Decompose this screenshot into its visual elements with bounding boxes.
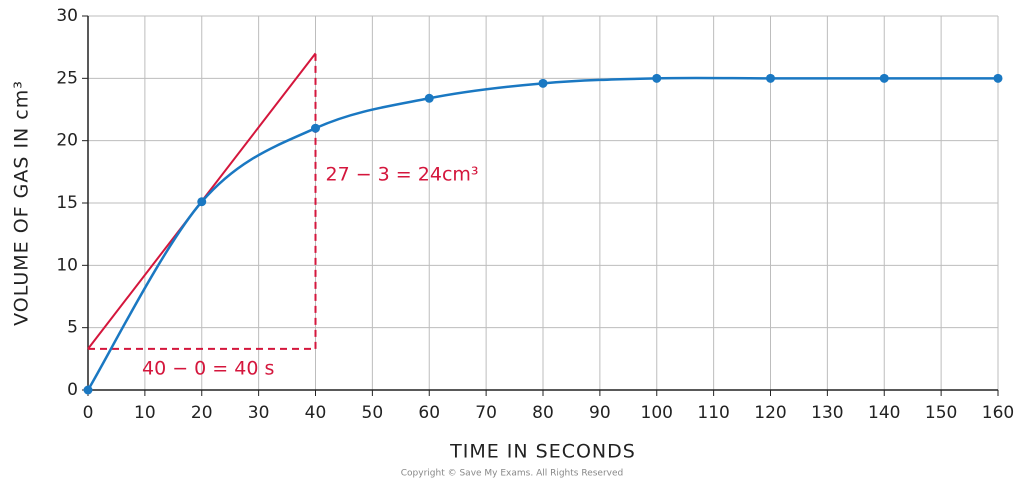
x-tick-label: 30	[248, 403, 270, 423]
data-point	[538, 78, 548, 88]
x-tick-label: 40	[305, 403, 327, 423]
x-tick-label: 0	[83, 403, 94, 423]
x-tick-label: 130	[811, 403, 843, 423]
y-tick-label: 0	[67, 380, 78, 400]
y-tick-label: 30	[56, 6, 78, 26]
data-point	[311, 123, 320, 133]
x-tick-label: 100	[641, 403, 673, 423]
y-tick-label: 5	[67, 318, 78, 338]
x-axis-title: TIME IN SECONDS	[449, 441, 636, 463]
x-tick-label: 20	[191, 403, 213, 423]
annotation: 40 − 0 = 40 s	[142, 358, 274, 380]
data-point	[424, 93, 434, 103]
data-point	[879, 73, 889, 83]
x-tick-label: 50	[362, 403, 384, 423]
data-point	[993, 73, 1003, 83]
x-tick-label: 80	[532, 403, 554, 423]
data-point	[197, 197, 207, 207]
y-axis-title: VOLUME OF GAS IN cm³	[11, 80, 33, 326]
data-point	[83, 385, 93, 395]
x-tick-label: 150	[925, 403, 957, 423]
annotation: 27 − 3 = 24cm³	[326, 164, 479, 186]
y-tick-label: 15	[56, 193, 78, 213]
x-tick-label: 120	[754, 403, 786, 423]
x-tick-label: 60	[418, 403, 440, 423]
data-point	[652, 73, 662, 83]
y-tick-label: 20	[56, 131, 78, 151]
y-tick-label: 10	[56, 255, 78, 275]
x-tick-label: 90	[589, 403, 611, 423]
x-tick-label: 140	[868, 403, 900, 423]
y-tick-label: 25	[56, 68, 78, 88]
x-tick-label: 160	[982, 403, 1014, 423]
x-tick-label: 70	[475, 403, 497, 423]
data-point	[766, 73, 775, 83]
x-tick-label: 10	[134, 403, 156, 423]
copyright: Copyright © Save My Exams. All Rights Re…	[401, 469, 623, 479]
x-tick-label: 110	[697, 403, 729, 423]
